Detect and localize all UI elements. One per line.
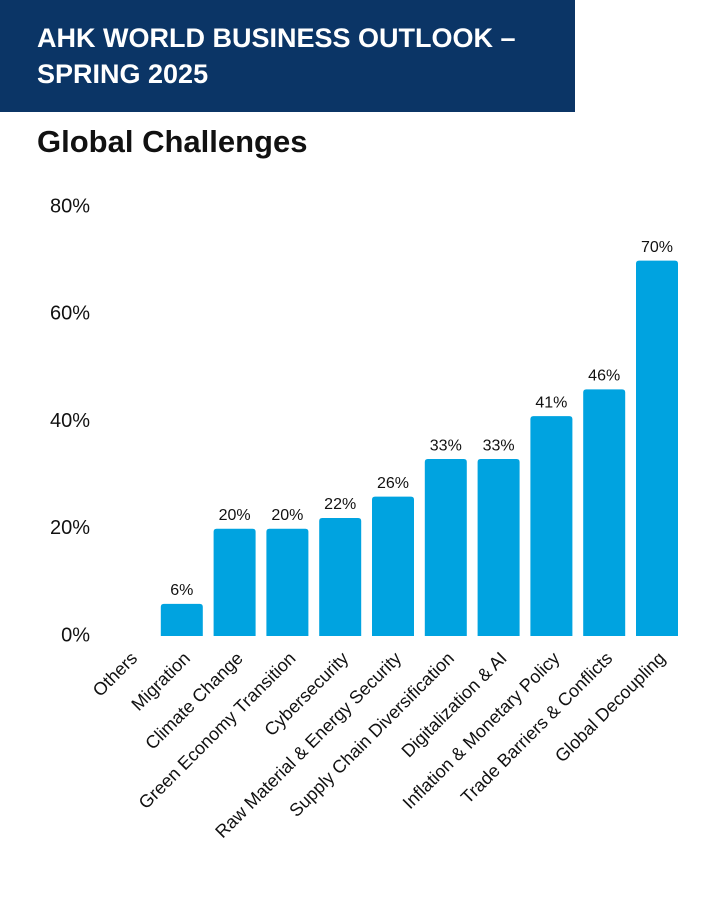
y-tick-label: 60%	[50, 303, 90, 325]
value-label: 20%	[219, 507, 251, 524]
bar	[636, 260, 678, 636]
y-tick-label: 20%	[50, 517, 90, 539]
bar	[424, 459, 467, 636]
bar	[319, 518, 362, 636]
value-label: 70%	[641, 239, 673, 256]
y-tick-label: 0%	[61, 624, 90, 646]
bar	[530, 416, 573, 636]
value-label: 33%	[430, 437, 462, 454]
value-label: 26%	[377, 475, 409, 492]
bar	[583, 389, 626, 636]
bar	[160, 603, 203, 636]
banner-title: AHK WORLD BUSINESS OUTLOOK – SPRING 2025	[0, 0, 575, 112]
x-tick-label: Climate Change	[141, 648, 246, 753]
bar	[213, 528, 256, 636]
bar	[266, 528, 309, 636]
bar	[477, 459, 520, 636]
value-label: 46%	[588, 368, 620, 385]
bar	[372, 496, 414, 636]
chart-subtitle: Global Challenges	[37, 124, 308, 159]
y-tick-label: 80%	[50, 195, 90, 217]
value-label: 20%	[271, 507, 303, 524]
y-tick-label: 40%	[50, 410, 90, 432]
value-label: 22%	[324, 496, 356, 513]
value-label: 41%	[535, 394, 567, 411]
value-label: 6%	[170, 582, 193, 599]
x-tick-label: Others	[89, 648, 141, 700]
value-label: 33%	[483, 437, 515, 454]
